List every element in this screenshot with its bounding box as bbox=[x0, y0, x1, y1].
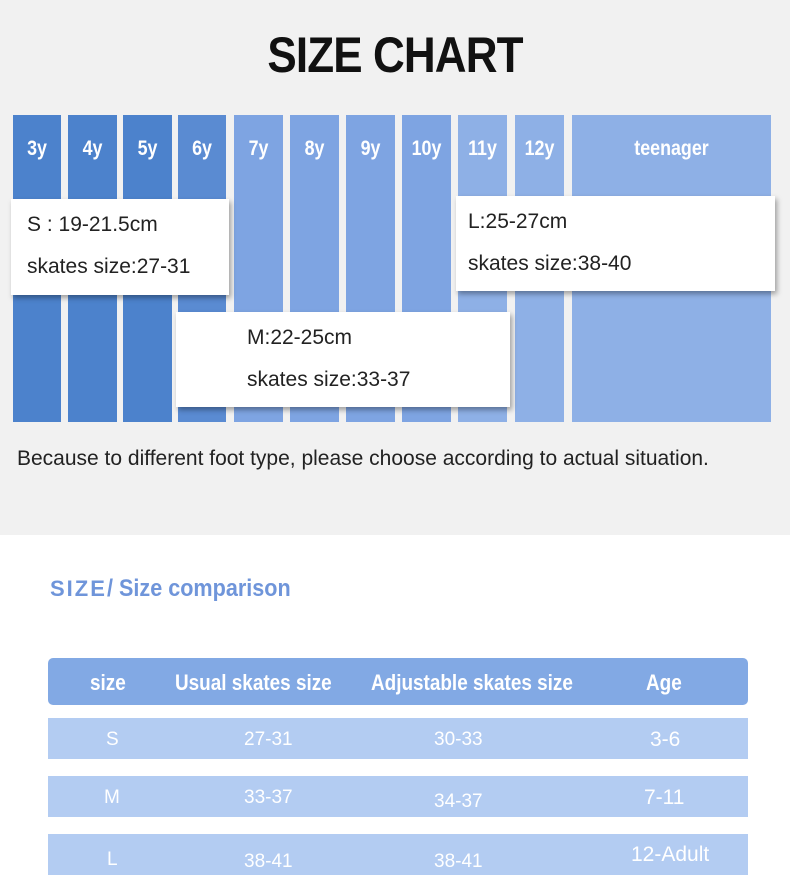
cell-age: 3-6 bbox=[650, 728, 681, 751]
age-column-label: 7y bbox=[248, 137, 269, 160]
table-row: L 38-41 38-41 12-Adult bbox=[48, 834, 748, 875]
header-size: size bbox=[90, 670, 126, 695]
page-title: SIZE CHART bbox=[267, 27, 523, 83]
age-column-label: 9y bbox=[360, 137, 381, 160]
cell-adjustable: 30-33 bbox=[434, 729, 483, 750]
header-age: Age bbox=[646, 670, 682, 695]
size-card-m: M:22-25cm skates size:33-37 bbox=[176, 312, 510, 407]
comparison-title-size: SIZE bbox=[50, 576, 107, 601]
cell-age: 7-11 bbox=[644, 786, 685, 809]
age-column-label: 8y bbox=[304, 137, 325, 160]
cell-size: L bbox=[107, 849, 118, 870]
age-column-label: teenager bbox=[634, 137, 709, 160]
size-card-range: M:22-25cm bbox=[247, 326, 353, 349]
cell-age: 12-Adult bbox=[631, 843, 710, 866]
age-column-label: 6y bbox=[192, 137, 212, 160]
table-row: M 33-37 34-37 7-11 bbox=[48, 776, 748, 817]
header-adjustable-skates-size: Adjustable skates size bbox=[371, 670, 573, 695]
size-card-l: L:25-27cm skates size:38-40 bbox=[456, 196, 775, 291]
size-card-range: L:25-27cm bbox=[468, 210, 568, 233]
size-card-skates: skates size:27-31 bbox=[27, 255, 191, 278]
age-column-label: 12y bbox=[524, 137, 555, 160]
cell-usual: 33-37 bbox=[244, 787, 293, 808]
size-chart-panel: SIZE CHART 3y 4y 5y 6y 7y 8y 9y 10y 11y … bbox=[0, 0, 790, 535]
header-usual-skates-size: Usual skates size bbox=[175, 670, 332, 695]
age-column-label: 10y bbox=[411, 137, 442, 160]
age-column-label: 5y bbox=[137, 137, 158, 160]
cell-size: S bbox=[106, 729, 119, 750]
size-card-skates: skates size:33-37 bbox=[247, 368, 411, 391]
table-row: S 27-31 30-33 3-6 bbox=[48, 718, 748, 759]
age-column-label: 11y bbox=[468, 137, 497, 160]
cell-adjustable: 34-37 bbox=[434, 791, 483, 812]
cell-usual: 38-41 bbox=[244, 851, 293, 872]
cell-size: M bbox=[104, 787, 120, 808]
cell-usual: 27-31 bbox=[244, 729, 293, 750]
comparison-title-rest: / Size comparison bbox=[106, 575, 291, 602]
size-card-s: S : 19-21.5cm skates size:27-31 bbox=[11, 199, 229, 295]
comparison-title: SIZE / Size comparison bbox=[50, 575, 311, 603]
age-column-label: 4y bbox=[82, 137, 103, 160]
age-column-label: 3y bbox=[27, 137, 47, 160]
foot-type-note: Because to different foot type, please c… bbox=[17, 447, 709, 470]
size-card-range: S : 19-21.5cm bbox=[27, 213, 158, 236]
size-card-skates: skates size:38-40 bbox=[468, 252, 632, 275]
comparison-table-header: size Usual skates size Adjustable skates… bbox=[48, 658, 748, 705]
cell-adjustable: 38-41 bbox=[434, 851, 483, 872]
